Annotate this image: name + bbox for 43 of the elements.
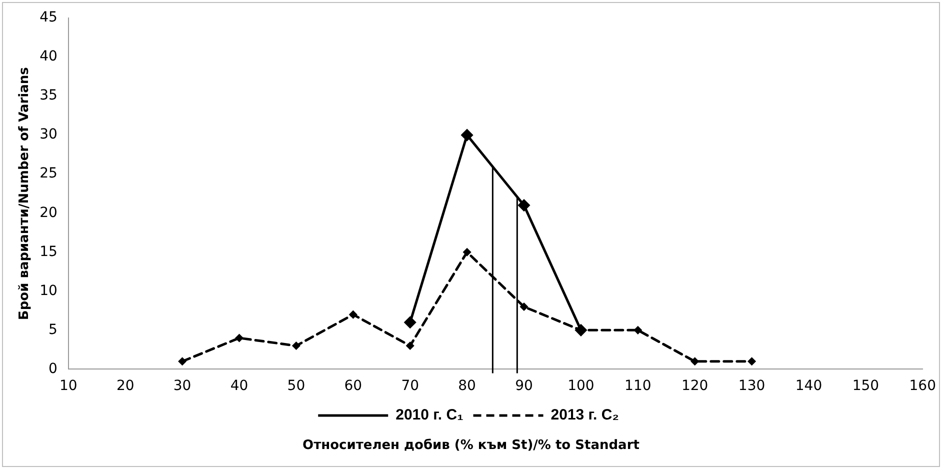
point	[236, 334, 244, 342]
x-tick-label: 100	[568, 378, 594, 394]
x-tick-label: 10	[60, 378, 78, 394]
x-tick-label: 80	[458, 378, 476, 394]
x-tick-label: 130	[738, 378, 766, 394]
point	[406, 342, 414, 350]
point	[634, 326, 642, 334]
x-tick-label: 110	[624, 378, 652, 394]
y-tick-label: 15	[40, 244, 58, 260]
y-tick-label: 45	[40, 10, 58, 26]
x-tick-label: 20	[116, 378, 134, 394]
point	[518, 200, 530, 212]
y-tick-label: 30	[40, 126, 58, 143]
point	[404, 316, 416, 328]
x-tick-label: 160	[909, 378, 936, 394]
y-tick-label: 0	[48, 360, 58, 377]
point	[178, 358, 186, 366]
x-tick-label: 50	[287, 378, 306, 394]
y-tick-label: 25	[40, 166, 58, 182]
x-tick-label: 60	[344, 378, 362, 394]
x-tick-label: 90	[515, 378, 533, 394]
x-tick-label: 70	[401, 378, 420, 394]
x-axis-title: Относителен добив (% към St)/% to Standart	[302, 438, 640, 453]
x-tick-label: 30	[173, 378, 192, 394]
legend-label: 2013 г. C₂	[550, 406, 619, 424]
point	[748, 358, 756, 366]
y-tick-label: 40	[40, 48, 58, 65]
point	[349, 310, 357, 318]
y-axis-title: Брой варианти/Number of Varians	[17, 66, 32, 320]
y-tick-label: 5	[48, 322, 58, 338]
x-tick-label: 120	[681, 378, 708, 394]
y-tick-label: 10	[40, 282, 58, 299]
x-tick-label: 150	[852, 378, 880, 394]
point	[292, 342, 300, 350]
point	[461, 129, 473, 141]
y-tick-label: 35	[40, 88, 58, 104]
x-tick-label: 40	[230, 378, 248, 394]
legend-label: 2010 г. C₁	[396, 406, 464, 424]
x-tick-label: 140	[795, 378, 822, 394]
point	[463, 248, 471, 256]
point	[520, 303, 528, 311]
y-tick-label: 20	[40, 204, 58, 221]
point	[691, 358, 699, 366]
